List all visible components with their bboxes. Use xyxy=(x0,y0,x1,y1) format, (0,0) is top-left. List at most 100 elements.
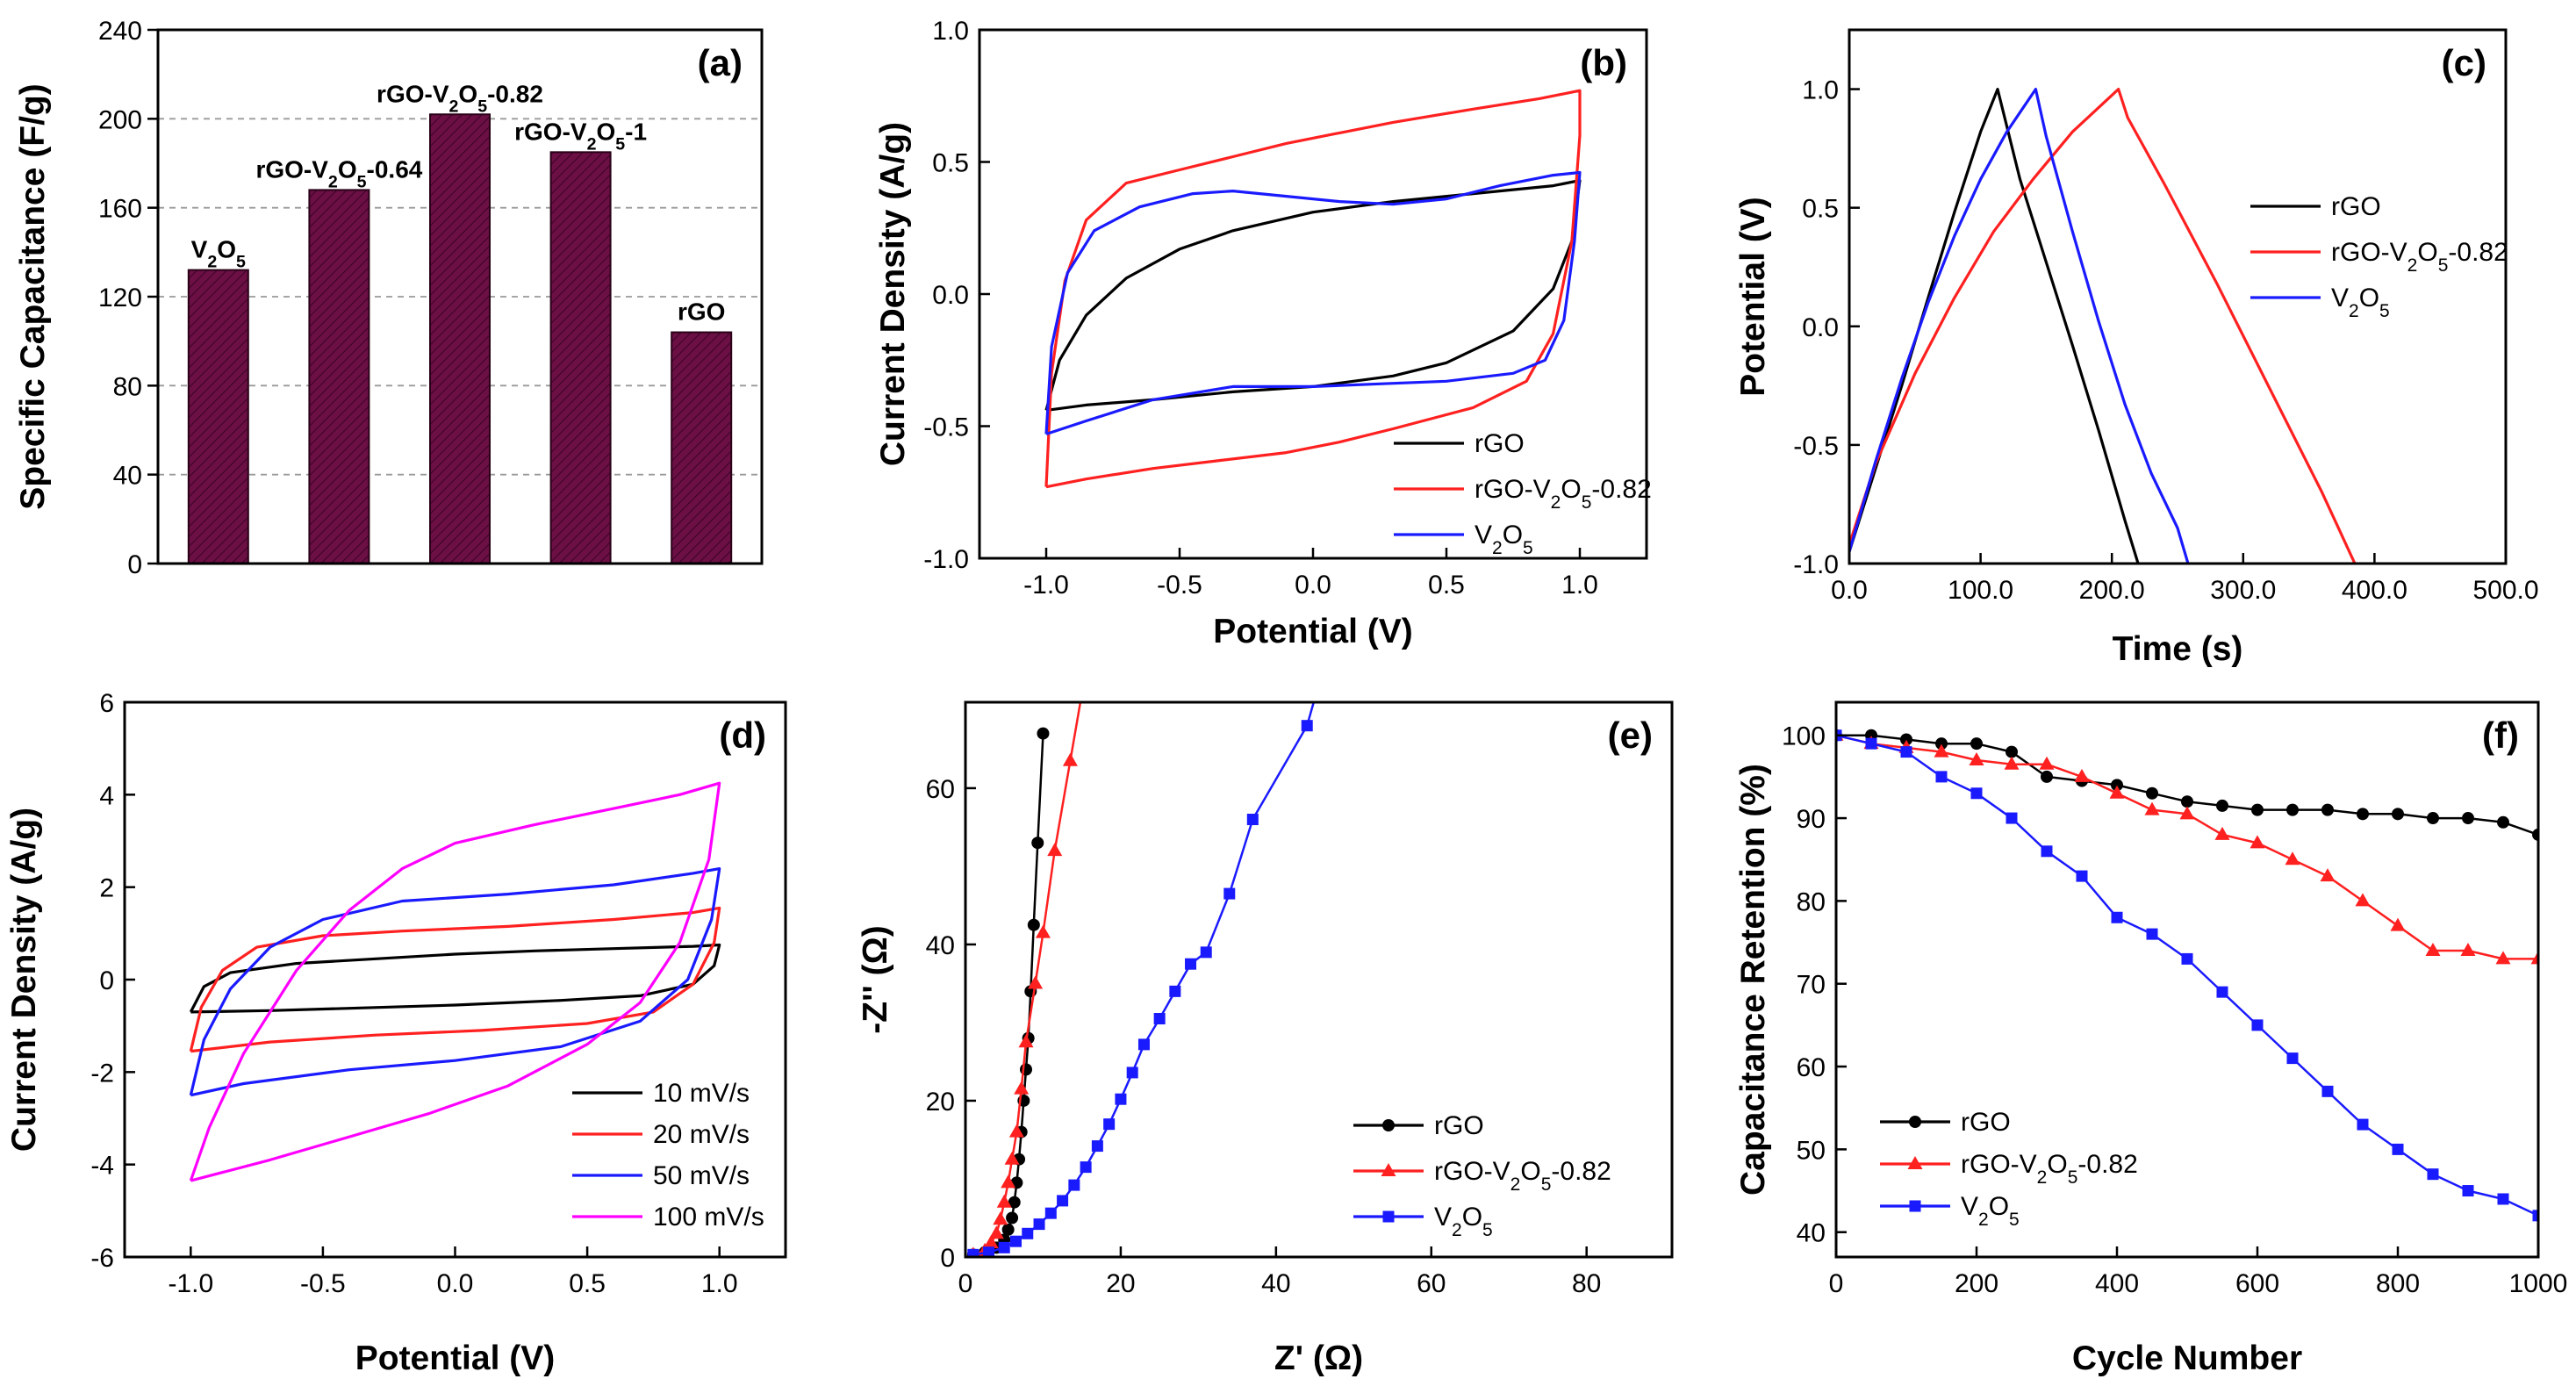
data-point xyxy=(1001,1223,1015,1236)
y-tick-label: 0.5 xyxy=(932,149,969,178)
legend-label: V2O5 xyxy=(1961,1192,2020,1230)
series-line xyxy=(189,906,721,1053)
panel-label: (c) xyxy=(2442,42,2486,83)
legend-label: rGO-V2O5-0.82 xyxy=(1961,1150,2138,1188)
panel-label: (d) xyxy=(719,715,766,756)
series-line xyxy=(1849,87,2357,564)
data-point xyxy=(2462,812,2474,825)
legend-label: 100 mV/s xyxy=(653,1203,764,1232)
series-line xyxy=(1849,87,2190,564)
data-point xyxy=(1062,752,1078,766)
data-point xyxy=(2390,917,2406,931)
legend-label: 20 mV/s xyxy=(653,1120,750,1149)
x-tick-label: 20 xyxy=(1106,1269,1135,1298)
data-point xyxy=(1006,1211,1019,1225)
data-point xyxy=(1031,837,1044,850)
data-point xyxy=(2392,808,2404,821)
data-point xyxy=(1047,843,1063,857)
x-tick-label: 300.0 xyxy=(2210,576,2276,605)
data-point xyxy=(2216,799,2228,812)
legend-marker xyxy=(1382,1210,1395,1223)
data-point xyxy=(983,1234,999,1248)
legend-label: 50 mV/s xyxy=(653,1161,750,1190)
data-point xyxy=(983,1246,995,1257)
data-point xyxy=(1223,887,1236,900)
panel-label: (f) xyxy=(2482,715,2519,756)
data-point xyxy=(1970,787,1983,800)
data-point xyxy=(2532,1210,2538,1222)
data-point xyxy=(2497,815,2509,829)
data-point xyxy=(1004,1151,1020,1165)
series-2 xyxy=(189,906,721,1053)
data-point xyxy=(2109,785,2125,799)
bar-5 xyxy=(671,331,733,564)
series-1 xyxy=(189,943,721,1014)
y-tick-label: 0 xyxy=(127,550,142,579)
y-tick-label: 160 xyxy=(98,195,142,224)
data-point xyxy=(2250,835,2265,849)
panel-f: 0 200 400 600 800 1000 40 50 60 70 80 90 100 Cycle Nu… xyxy=(1734,700,2568,1377)
data-point xyxy=(2076,870,2088,882)
panel-label: (e) xyxy=(1608,715,1653,756)
panel-label: (a) xyxy=(698,42,743,83)
y-tick-label: -6 xyxy=(90,1244,114,1273)
data-point xyxy=(1169,985,1181,997)
panel-a: V2O5 rGO-V2O5-0.64 rGO-V2O5-0.82rGO-V2O5-1… xyxy=(14,17,764,579)
legend-marker xyxy=(1909,1200,1921,1212)
data-point xyxy=(1091,1140,1103,1153)
data-point xyxy=(1126,1067,1138,1079)
legend-label: V2O5 xyxy=(1475,521,1533,558)
data-point xyxy=(2320,868,2336,882)
x-tick-label: -0.5 xyxy=(300,1269,346,1298)
data-point xyxy=(2355,893,2371,907)
data-point xyxy=(1900,733,1912,746)
data-point xyxy=(2111,911,2123,923)
data-point xyxy=(1153,1013,1166,1025)
data-point xyxy=(2532,828,2538,841)
data-point xyxy=(2146,786,2158,800)
y-tick-label: -0.5 xyxy=(923,413,969,442)
legend-label: rGO xyxy=(1475,429,1525,458)
data-point xyxy=(2460,942,2476,956)
x-tick-label: 1000 xyxy=(2509,1269,2568,1298)
legend-label: rGO-V2O5-0.82 xyxy=(1434,1157,1611,1195)
data-point xyxy=(1900,746,1912,758)
y-tick-label: 40 xyxy=(1797,1219,1826,1248)
y-tick-label: -4 xyxy=(90,1152,114,1181)
data-point xyxy=(1001,1174,1016,1189)
y-axis-label: Current Density (A/g) xyxy=(5,808,43,1152)
x-tick-label: 0.0 xyxy=(1831,576,1868,605)
data-point xyxy=(2251,803,2264,816)
data-point xyxy=(1185,958,1197,970)
data-point xyxy=(2006,812,2018,824)
data-point xyxy=(2181,952,2193,965)
data-point xyxy=(2251,1019,2264,1031)
y-tick-label: 1.0 xyxy=(932,17,969,46)
x-tick-label: 80 xyxy=(1572,1269,1601,1298)
x-tick-label: 0.0 xyxy=(437,1269,474,1298)
y-tick-label: 4 xyxy=(99,781,114,810)
x-tick-label: -1.0 xyxy=(168,1269,213,1298)
data-point xyxy=(2357,1118,2369,1131)
data-point xyxy=(2216,986,2228,998)
x-tick-label: 200.0 xyxy=(2079,576,2145,605)
data-point xyxy=(1934,743,1949,758)
bar-3 xyxy=(429,113,491,564)
data-point xyxy=(2321,1085,2334,1097)
data-point xyxy=(1037,727,1050,740)
series-line xyxy=(189,781,721,1182)
data-point xyxy=(2285,851,2300,865)
plot-frame xyxy=(1848,28,2508,565)
x-tick-label: 0.5 xyxy=(1428,571,1465,600)
x-tick-label: -1.0 xyxy=(1023,571,1069,600)
legend-marker xyxy=(1382,1119,1395,1131)
x-axis-label: Cycle Number xyxy=(2072,1339,2302,1377)
data-point xyxy=(1200,946,1212,959)
bar-label: rGO-V2O5-0.82 xyxy=(377,80,543,116)
data-point xyxy=(1027,918,1040,931)
data-point xyxy=(1080,1161,1092,1174)
data-point xyxy=(1057,1195,1069,1207)
legend-label: rGO-V2O5-0.82 xyxy=(2331,238,2508,276)
x-tick-label: 0.0 xyxy=(1295,571,1331,600)
